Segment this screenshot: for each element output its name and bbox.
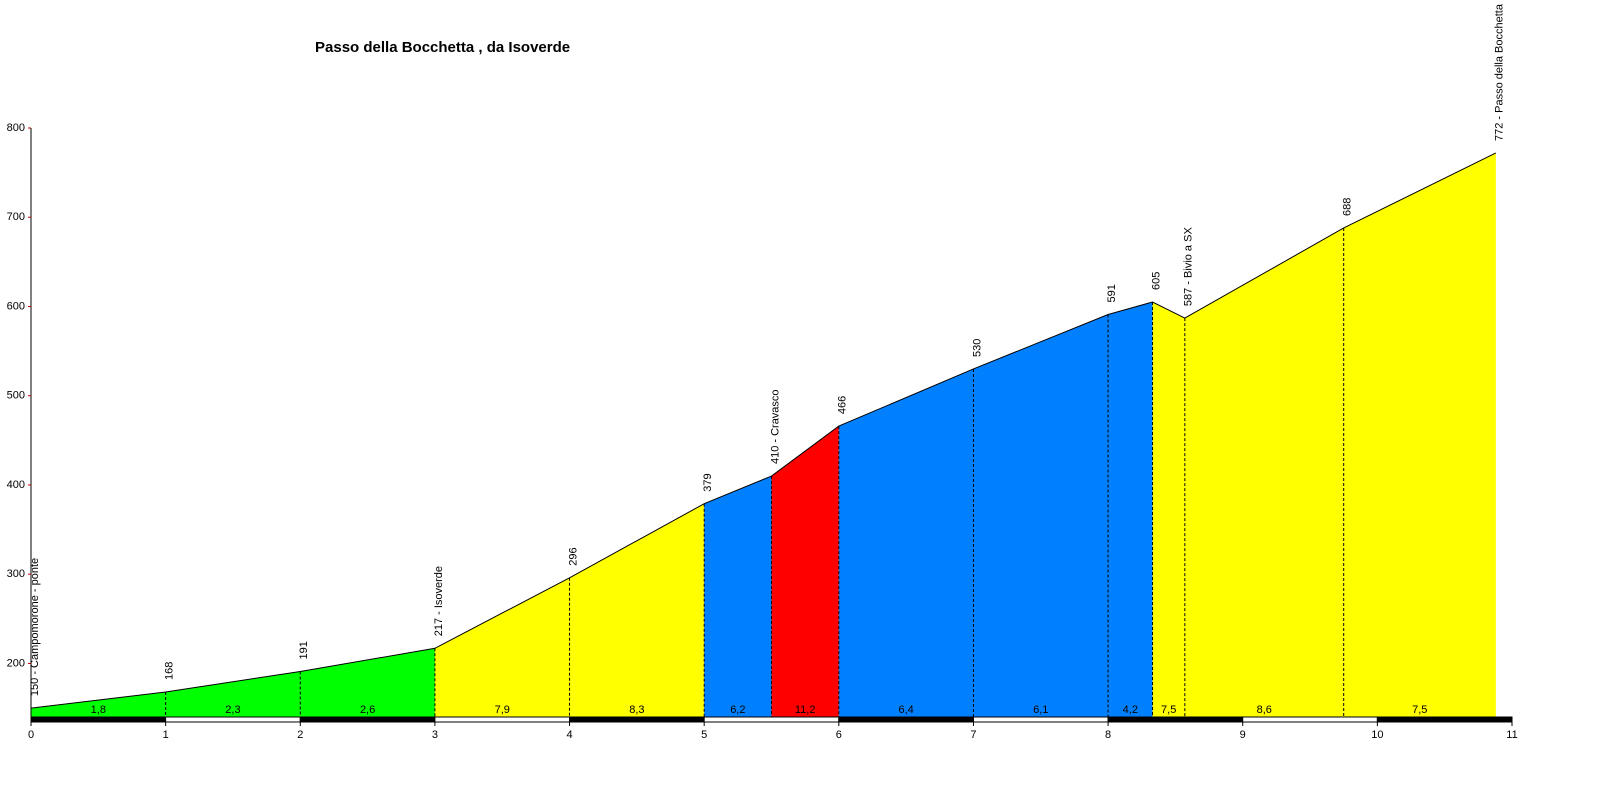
x-tick-label: 5 bbox=[701, 729, 707, 741]
km-strip bbox=[1376, 716, 1513, 723]
gradient-label: 11,2 bbox=[795, 704, 816, 716]
x-tick-label: 9 bbox=[1240, 729, 1246, 741]
point-label: 587 - Bivio a SX bbox=[1183, 227, 1195, 307]
gradient-segment bbox=[838, 368, 974, 717]
x-tick-label: 6 bbox=[836, 729, 842, 741]
km-strip bbox=[299, 716, 436, 723]
gradient-segment bbox=[1184, 227, 1344, 717]
gradient-label: 4,2 bbox=[1123, 704, 1138, 716]
x-tick-label: 4 bbox=[566, 729, 572, 741]
gradient-label: 6,1 bbox=[1033, 704, 1048, 716]
point-label: 191 bbox=[298, 641, 310, 659]
x-tick-label: 0 bbox=[28, 729, 34, 741]
point-label: 150 - Campomorone - ponte bbox=[29, 558, 41, 696]
gradient-segment bbox=[1108, 302, 1153, 717]
point-label: 772 - Passo della Bocchetta bbox=[1494, 3, 1506, 141]
km-strip bbox=[703, 716, 840, 723]
gradient-segment bbox=[704, 476, 772, 717]
gradient-label: 7,5 bbox=[1412, 704, 1427, 716]
point-label: 217 - Isoverde bbox=[433, 566, 445, 636]
x-tick-label: 3 bbox=[432, 729, 438, 741]
gradient-segment bbox=[569, 503, 705, 717]
gradient-label: 6,4 bbox=[898, 704, 913, 716]
y-tick-label: 400 bbox=[7, 479, 25, 491]
x-tick-label: 7 bbox=[970, 729, 976, 741]
km-strip bbox=[838, 716, 974, 723]
gradient-segment bbox=[973, 314, 1109, 717]
gradient-label: 8,6 bbox=[1257, 704, 1272, 716]
gradient-segment bbox=[165, 671, 301, 717]
gradient-label: 7,9 bbox=[495, 704, 510, 716]
gradient-label: 2,3 bbox=[225, 704, 240, 716]
gradient-label: 7,5 bbox=[1161, 704, 1176, 716]
point-label: 605 bbox=[1150, 272, 1162, 290]
point-label: 688 bbox=[1342, 198, 1354, 216]
point-label: 296 bbox=[567, 547, 579, 565]
gradient-segment bbox=[434, 577, 570, 717]
x-tick-label: 1 bbox=[163, 729, 169, 741]
km-strip bbox=[1107, 716, 1244, 723]
y-tick-label: 200 bbox=[7, 657, 25, 669]
chart-title: Passo della Bocchetta , da Isoverde bbox=[315, 39, 570, 56]
y-tick-label: 500 bbox=[7, 390, 25, 402]
gradient-segment bbox=[1152, 302, 1185, 717]
y-tick-label: 800 bbox=[7, 122, 25, 134]
x-tick-label: 11 bbox=[1506, 729, 1517, 741]
y-tick-label: 600 bbox=[7, 300, 25, 312]
gradient-label: 8,3 bbox=[629, 704, 644, 716]
gradient-label: 2,6 bbox=[360, 704, 375, 716]
km-strip bbox=[1242, 716, 1378, 723]
km-strip bbox=[569, 716, 705, 723]
gradient-segment bbox=[31, 692, 166, 717]
gradient-segment bbox=[1343, 152, 1496, 717]
gradient-segment bbox=[300, 648, 435, 717]
point-label: 379 bbox=[702, 473, 714, 491]
gradient-segment bbox=[771, 426, 839, 717]
y-tick-label: 700 bbox=[7, 211, 25, 223]
point-label: 530 bbox=[971, 339, 983, 357]
profile-line bbox=[30, 152, 1497, 709]
km-strip bbox=[972, 716, 1109, 723]
point-label: 168 bbox=[164, 662, 176, 680]
km-strip bbox=[30, 716, 167, 723]
point-label: 410 - Cravasco bbox=[769, 389, 781, 464]
point-label: 466 bbox=[837, 396, 849, 414]
x-tick-label: 2 bbox=[297, 729, 303, 741]
km-strip bbox=[434, 716, 571, 723]
km-strip bbox=[165, 716, 301, 723]
gradient-label: 6,2 bbox=[730, 704, 745, 716]
gradient-label: 1,8 bbox=[91, 704, 106, 716]
x-tick-label: 10 bbox=[1371, 729, 1383, 741]
x-tick-label: 8 bbox=[1105, 729, 1111, 741]
point-label: 591 bbox=[1106, 284, 1118, 302]
y-tick-label: 300 bbox=[7, 568, 25, 580]
